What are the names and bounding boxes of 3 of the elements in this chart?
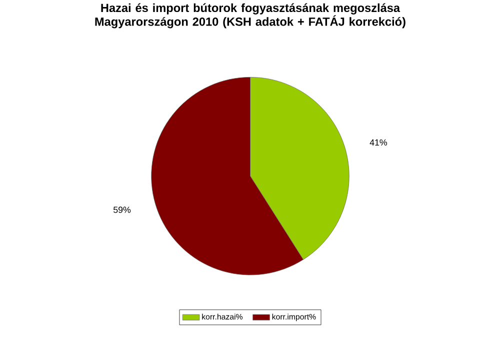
chart-title: Hazai és import bútorok fogyasztásának megoszlása Magyarországon 2010 (KSH adatok + FATÁJ korrekció): [95, 3, 406, 28]
data-label: 59%: [114, 206, 131, 213]
data-label: 41%: [370, 139, 388, 146]
